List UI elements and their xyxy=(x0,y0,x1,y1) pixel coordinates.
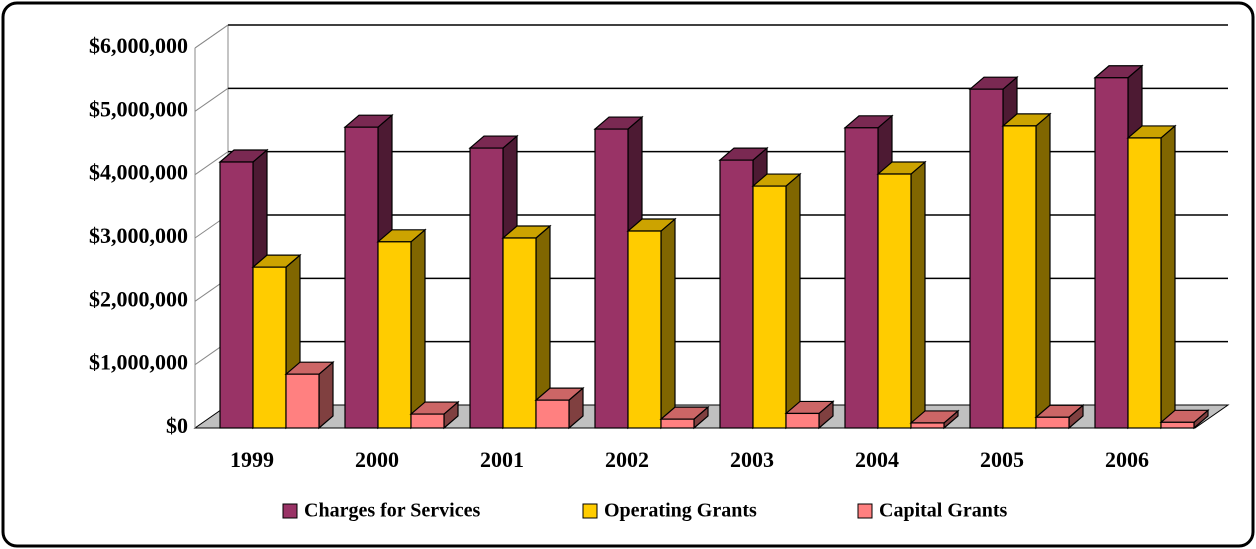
bar xyxy=(1160,421,1195,429)
legend-label: Operating Grants xyxy=(604,500,757,522)
bar xyxy=(502,237,537,429)
bar xyxy=(1002,125,1037,429)
x-tick-label: 2006 xyxy=(1105,447,1149,472)
bar xyxy=(752,185,787,429)
bar-side xyxy=(785,172,801,430)
bar xyxy=(719,159,754,429)
bar xyxy=(410,413,445,429)
x-tick-label: 2003 xyxy=(730,447,774,472)
y-tick-label: $1,000,000 xyxy=(89,350,188,375)
grid-diagonal xyxy=(194,87,229,112)
bar xyxy=(969,88,1004,429)
bar xyxy=(469,147,504,429)
bar xyxy=(252,266,287,429)
bar xyxy=(377,241,412,429)
legend-swatch xyxy=(582,503,598,519)
bar xyxy=(627,230,662,429)
bar xyxy=(344,126,379,429)
bar xyxy=(844,127,879,429)
bar xyxy=(594,128,629,429)
bar xyxy=(1127,137,1162,429)
bar xyxy=(219,161,254,429)
legend-swatch xyxy=(282,503,298,519)
y-tick-label: $0 xyxy=(166,413,188,438)
bar-side xyxy=(1160,124,1176,430)
bar xyxy=(1035,416,1070,429)
bar xyxy=(535,399,570,429)
bar xyxy=(285,373,320,429)
y-tick-label: $3,000,000 xyxy=(89,223,188,248)
y-tick-label: $2,000,000 xyxy=(89,286,188,311)
bar xyxy=(877,173,912,429)
grid-diagonal xyxy=(194,151,229,176)
legend-swatch xyxy=(857,503,873,519)
y-tick-label: $5,000,000 xyxy=(89,96,188,121)
x-tick-label: 2001 xyxy=(480,447,524,472)
x-tick-label: 2000 xyxy=(355,447,399,472)
legend-label: Capital Grants xyxy=(879,500,1008,522)
legend-label: Charges for Services xyxy=(304,500,480,522)
x-tick-label: 2004 xyxy=(855,447,899,472)
y-tick-label: $6,000,000 xyxy=(89,33,188,58)
bar xyxy=(785,412,820,429)
x-tick-label: 2002 xyxy=(605,447,649,472)
bar xyxy=(660,418,695,429)
bar xyxy=(910,422,945,429)
grid-diagonal xyxy=(194,24,229,49)
bar-side xyxy=(660,217,676,430)
y-tick-label: $4,000,000 xyxy=(89,160,188,185)
x-tick-label: 1999 xyxy=(230,447,274,472)
bar-side xyxy=(410,228,426,430)
bar xyxy=(1094,77,1129,429)
x-tick-label: 2005 xyxy=(980,447,1024,472)
bar-side xyxy=(910,160,926,430)
bar-side xyxy=(1035,112,1051,430)
